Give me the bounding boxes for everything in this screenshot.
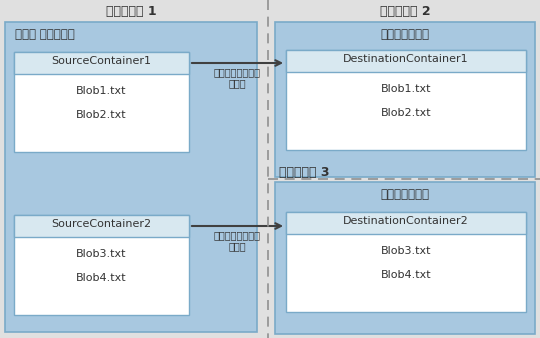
Text: Blob4.txt: Blob4.txt (76, 273, 127, 283)
FancyBboxPatch shape (275, 22, 535, 177)
Text: ソース アカウント: ソース アカウント (15, 28, 75, 41)
Text: 非同期レプリケー
ション: 非同期レプリケー ション (214, 67, 261, 89)
FancyBboxPatch shape (14, 52, 189, 74)
Text: Blob2.txt: Blob2.txt (381, 108, 431, 118)
Text: リージョン 2: リージョン 2 (380, 5, 430, 18)
Text: SourceContainer1: SourceContainer1 (51, 56, 152, 66)
FancyBboxPatch shape (14, 52, 189, 152)
Text: DestinationContainer2: DestinationContainer2 (343, 216, 469, 226)
Text: Blob1.txt: Blob1.txt (381, 84, 431, 94)
Text: 非同期レプリケー
ション: 非同期レプリケー ション (214, 230, 261, 251)
FancyBboxPatch shape (5, 22, 257, 332)
Text: リージョン 3: リージョン 3 (279, 166, 329, 179)
Text: Blob4.txt: Blob4.txt (381, 270, 431, 280)
FancyBboxPatch shape (286, 212, 526, 234)
FancyBboxPatch shape (286, 50, 526, 150)
Text: SourceContainer2: SourceContainer2 (51, 219, 152, 229)
FancyBboxPatch shape (14, 215, 189, 315)
Text: リージョン 1: リージョン 1 (106, 5, 156, 18)
FancyBboxPatch shape (14, 215, 189, 237)
Text: Blob2.txt: Blob2.txt (76, 110, 127, 120)
Text: Blob1.txt: Blob1.txt (76, 86, 127, 96)
Text: Blob3.txt: Blob3.txt (76, 249, 127, 259)
Text: Blob3.txt: Blob3.txt (381, 246, 431, 256)
FancyBboxPatch shape (286, 212, 526, 312)
Text: DestinationContainer1: DestinationContainer1 (343, 54, 469, 64)
FancyBboxPatch shape (286, 50, 526, 72)
Text: 宛先アカウント: 宛先アカウント (381, 28, 429, 41)
FancyBboxPatch shape (275, 182, 535, 334)
Text: 宛先アカウント: 宛先アカウント (381, 188, 429, 201)
